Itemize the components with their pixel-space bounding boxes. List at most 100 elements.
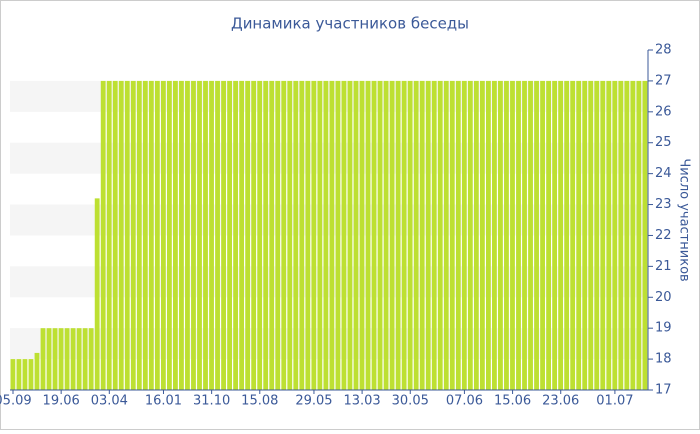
bar [227,80,232,390]
x-tick-label: 07.06 [446,394,483,409]
bar [479,80,485,390]
bar [317,80,323,390]
bar [401,80,407,390]
bar [257,80,263,390]
bar [251,80,257,390]
bar [588,80,594,390]
bar [22,359,28,390]
bar [395,80,401,390]
bar [203,80,208,390]
bar [215,80,220,390]
bar [534,80,539,390]
bar [76,328,82,390]
y-tick-label: 17 [655,383,672,398]
y-tick-label: 23 [655,197,672,212]
bar [323,80,329,390]
bar [413,80,419,390]
bar [335,80,341,390]
bar [191,80,196,390]
bar [173,80,178,390]
bar [389,80,395,390]
bar [148,80,154,390]
bar [287,80,293,390]
bar [179,80,184,390]
y-tick-label: 24 [655,166,672,181]
bar [100,80,106,390]
x-tick-label: 29.05 [295,394,332,409]
bar [28,359,34,390]
bar [498,80,503,390]
bar [52,328,58,390]
x-tick-label: 19.06 [43,394,80,409]
y-tick-label: 22 [655,228,672,243]
bar [311,80,317,390]
bar [275,80,281,390]
bar [564,80,570,390]
bar [473,80,479,390]
bar [419,80,425,390]
bar [34,352,40,390]
y-tick-label: 18 [655,352,672,367]
bar [305,80,311,390]
bar [136,80,142,390]
bar [166,80,172,390]
bar [516,80,521,390]
bar [359,80,365,390]
bar [58,328,64,390]
bar [582,80,588,390]
bar [522,80,527,390]
bar [630,80,636,390]
bar [299,80,305,390]
bar [94,198,100,390]
bar [552,80,558,390]
bar [383,80,389,390]
bar [245,80,251,390]
y-tick-label: 28 [655,43,672,58]
bar [82,328,88,390]
x-tick-label: 16.01 [145,394,182,409]
bar [269,80,275,390]
bar [124,80,130,390]
bar [263,80,269,390]
bar [600,80,606,390]
bar [492,80,497,390]
bar [341,80,347,390]
bar [618,80,624,390]
bar [546,80,551,390]
x-tick-label: 30.05 [392,394,429,409]
bar [329,80,335,390]
bar [64,328,70,390]
bar [636,80,642,390]
bar [239,80,245,390]
bar [293,80,299,390]
bar [540,80,545,390]
y-tick-label: 25 [655,135,672,150]
bar [160,80,166,390]
bar [70,328,76,390]
bar [570,80,576,390]
bar [455,80,461,390]
bar [407,80,413,390]
bar [504,80,509,390]
bar [88,328,94,390]
bar [185,80,190,390]
chart-title: Динамика участников беседы [231,15,469,33]
bar [528,80,533,390]
x-tick-label: 15.06 [494,394,531,409]
bar [485,80,491,390]
x-tick-label: 23.06 [542,394,579,409]
bar [209,80,214,390]
bar [431,80,437,390]
y-tick-label: 26 [655,104,672,119]
x-tick-label: 13.03 [343,394,380,409]
bar [118,80,124,390]
bar [467,80,473,390]
y-tick-label: 27 [655,73,672,88]
bar [510,80,515,390]
bar [606,80,612,390]
bar [371,80,377,390]
bar [461,80,467,390]
bar [112,80,118,390]
bar [437,80,443,390]
